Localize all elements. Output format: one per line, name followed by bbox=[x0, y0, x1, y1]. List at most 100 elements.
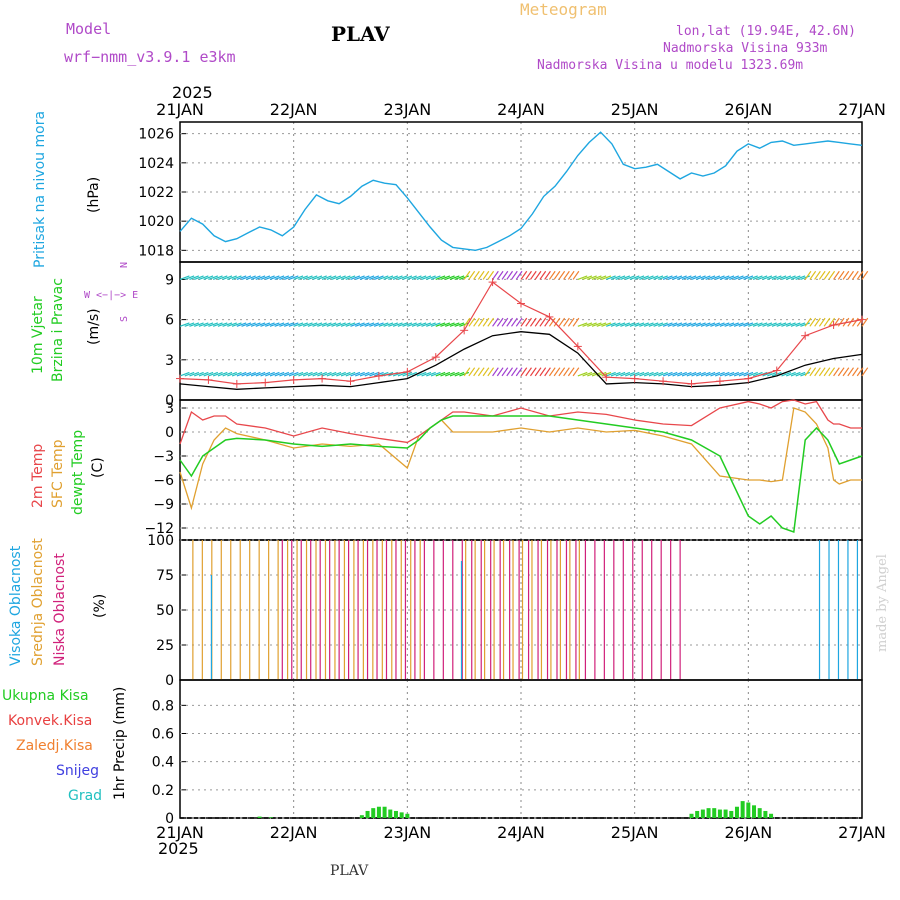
wind-barb bbox=[473, 317, 480, 327]
wind-barb bbox=[392, 275, 403, 280]
wind-barb bbox=[643, 371, 654, 377]
wind-barb bbox=[563, 317, 570, 327]
wind-barb bbox=[539, 317, 547, 327]
precip-bar bbox=[769, 813, 774, 818]
wind-barb bbox=[440, 322, 451, 327]
precip-bar bbox=[257, 816, 262, 818]
compass-s: S bbox=[119, 316, 130, 322]
y-tick-label: 100 bbox=[147, 533, 174, 549]
wind-barb bbox=[767, 322, 777, 327]
wind-barb bbox=[748, 322, 758, 327]
precip-unit: 1hr Precip (mm) bbox=[112, 687, 128, 800]
wind-barb bbox=[842, 270, 850, 280]
wind-barb bbox=[421, 322, 432, 327]
y-tick-label: 0.2 bbox=[152, 783, 174, 799]
wind-barb bbox=[847, 367, 855, 377]
wind-barb bbox=[771, 322, 782, 327]
wind-barb bbox=[681, 371, 692, 377]
wind-barb bbox=[729, 275, 739, 280]
wind-barb bbox=[672, 275, 683, 280]
wind-barb bbox=[729, 322, 739, 327]
y-tick-label: 1022 bbox=[138, 185, 174, 201]
wind-barb bbox=[804, 367, 812, 377]
wind-barb bbox=[710, 275, 721, 280]
wind-barb bbox=[392, 322, 403, 327]
wind-barb bbox=[837, 367, 845, 377]
wind-barb bbox=[340, 322, 351, 327]
wind-barb bbox=[345, 322, 356, 327]
wind-barb bbox=[203, 322, 214, 327]
wind-barb bbox=[743, 371, 754, 377]
wind-barb bbox=[738, 275, 749, 280]
precip-bar bbox=[746, 802, 751, 818]
wind-barb bbox=[800, 371, 811, 377]
wind-barb bbox=[809, 367, 817, 377]
wind-barb bbox=[511, 317, 518, 327]
wind-barb bbox=[369, 275, 380, 280]
wind-barb bbox=[658, 322, 668, 327]
wind-barb bbox=[369, 322, 380, 327]
wind-barb bbox=[591, 275, 602, 280]
wind-barb bbox=[496, 317, 504, 327]
wind-barb bbox=[534, 367, 542, 377]
wind-barb bbox=[198, 322, 209, 327]
wind-barb bbox=[567, 317, 575, 327]
wind-barb bbox=[435, 371, 446, 377]
wind-barb bbox=[852, 317, 859, 327]
wind-barb bbox=[677, 275, 687, 280]
precip-bar bbox=[405, 813, 410, 818]
wind-barb bbox=[421, 371, 432, 377]
wind-barb bbox=[823, 317, 831, 327]
wind-barb bbox=[828, 270, 836, 280]
wind-barb bbox=[686, 322, 697, 327]
wind-barb bbox=[786, 275, 796, 280]
pressure-ylabel: Pritisak na nivou mora bbox=[32, 111, 48, 268]
wind-barb bbox=[719, 371, 730, 377]
wind-barb bbox=[407, 371, 417, 377]
wind-barb bbox=[648, 322, 659, 327]
wind-barb bbox=[553, 367, 561, 377]
wind-barb bbox=[814, 317, 821, 327]
wind-barb bbox=[260, 275, 271, 280]
wind-barb bbox=[255, 322, 266, 327]
wind-barb bbox=[823, 270, 831, 280]
wind-barb bbox=[288, 371, 299, 377]
wind-barb bbox=[364, 275, 375, 280]
precip-bar bbox=[729, 810, 734, 818]
wind-barb bbox=[658, 275, 668, 280]
panel-precip: 0 0.2 0.4 0.6 0.8 bbox=[152, 679, 863, 827]
pressure-unit: (hPa) bbox=[86, 177, 102, 213]
wind-barb bbox=[790, 275, 801, 280]
wind-barb bbox=[265, 371, 275, 377]
wind-barb bbox=[217, 371, 228, 377]
wind-barb bbox=[662, 322, 673, 327]
wind-barb bbox=[283, 275, 294, 280]
wind-barb bbox=[279, 275, 290, 280]
wind-barb bbox=[421, 275, 432, 280]
wind-barb bbox=[501, 317, 509, 327]
wind-barb bbox=[606, 275, 616, 280]
wind-barb bbox=[515, 367, 523, 377]
wind-barb bbox=[506, 367, 514, 377]
wind-barb bbox=[629, 371, 640, 377]
wind-barb bbox=[189, 371, 200, 377]
wind-barb bbox=[260, 322, 271, 327]
wind-barb bbox=[397, 322, 408, 327]
wind-barb bbox=[719, 275, 730, 280]
wind-barb bbox=[449, 322, 460, 327]
wind-barb bbox=[781, 322, 792, 327]
wind-barb bbox=[198, 275, 209, 280]
wind-barb bbox=[534, 317, 542, 327]
wind-barb bbox=[255, 275, 266, 280]
wind-barb bbox=[274, 275, 285, 280]
wind-barb bbox=[539, 367, 547, 377]
wind-barb bbox=[714, 275, 725, 280]
wind-barb bbox=[397, 275, 408, 280]
wind-barb bbox=[473, 367, 480, 377]
date-label-bottom: 22JAN bbox=[270, 823, 318, 842]
y-tick-label: 3 bbox=[165, 401, 174, 417]
wind-barb bbox=[345, 371, 356, 377]
wind-barb bbox=[189, 322, 200, 327]
wind-barb bbox=[615, 371, 626, 377]
